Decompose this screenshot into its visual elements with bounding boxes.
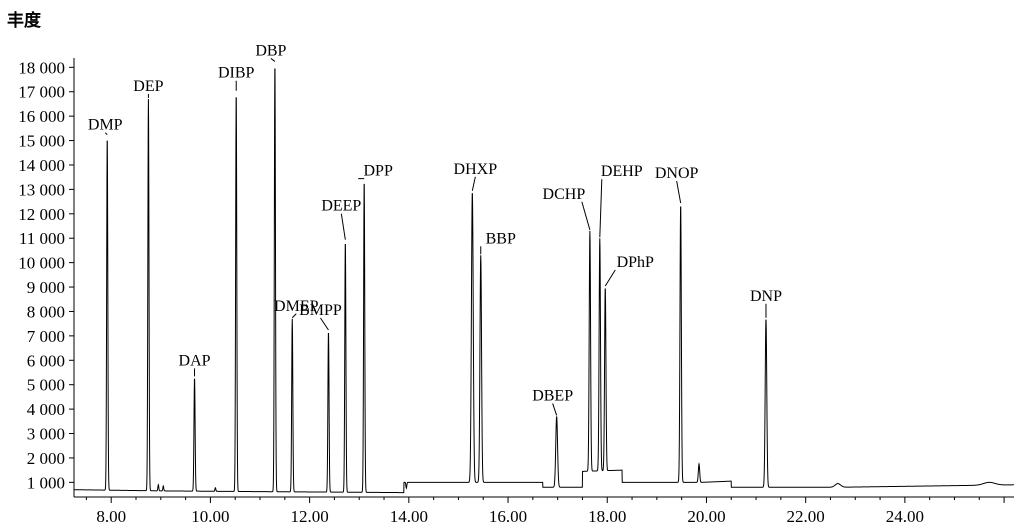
y-tick-label: 15 000: [18, 132, 65, 151]
x-tick-label: 14.00: [390, 507, 428, 526]
y-tick-label: 17 000: [18, 83, 65, 102]
x-tick-label: 20.00: [687, 507, 725, 526]
y-tick-label: 9 000: [27, 278, 65, 297]
chromatogram-trace: [74, 68, 1014, 494]
peak-leader-line: [291, 313, 297, 319]
peak-leader-line: [270, 58, 276, 62]
y-tick-label: 7 000: [27, 327, 65, 346]
peak-label-bbp: BBP: [486, 230, 516, 247]
x-tick-label: 8.00: [96, 507, 126, 526]
peak-label-dchp: DCHP: [543, 186, 586, 203]
peak-leader-line: [676, 180, 682, 204]
peak-label-dmep: DMEP: [274, 298, 319, 315]
y-tick-label: 4 000: [27, 400, 65, 419]
peak-label-dibp: DIBP: [218, 65, 255, 82]
peak-label-dphp: DPhP: [617, 254, 654, 271]
peak-label-dbep: DBEP: [532, 387, 573, 404]
y-tick-label: 12 000: [18, 205, 65, 224]
peak-label-dnop: DNOP: [655, 165, 699, 182]
x-tick-label: 18.00: [588, 507, 626, 526]
y-tick-label: 3 000: [27, 425, 65, 444]
y-tick-label: 11 000: [19, 229, 65, 248]
peak-label-dehp: DEHP: [601, 163, 643, 180]
axes: 1 000 2 000 3 000 4 000 5 000 6 000 7 000 8 000…: [18, 58, 1014, 526]
peak-label-dpp: DPP: [364, 163, 393, 180]
peak-label-dap: DAP: [179, 352, 211, 369]
y-tick-label: 14 000: [18, 156, 65, 175]
y-tick-label: 13 000: [18, 180, 65, 199]
peak-leader-line: [599, 179, 603, 238]
peak-label-dep: DEP: [133, 78, 163, 95]
x-tick-label: 22.00: [787, 507, 825, 526]
y-axis-title: 丰度: [7, 11, 41, 31]
y-tick-label: 6 000: [27, 351, 65, 370]
peak-label-dhxp: DHXP: [454, 161, 498, 178]
peak-label-dbp: DBP: [255, 42, 286, 59]
y-tick-label: 1 000: [27, 473, 65, 492]
y-tick-label: 18 000: [18, 58, 65, 77]
peak-leader-line: [471, 176, 476, 191]
peak-leader-line: [320, 317, 329, 331]
x-tick-label: 12.00: [290, 507, 328, 526]
peak-leader-line: [104, 132, 108, 136]
x-tick-label: 16.00: [489, 507, 527, 526]
peak-label-bmpp: BMPP: [299, 302, 342, 319]
x-tick-label: 10.00: [191, 507, 229, 526]
chromatogram-line: [74, 68, 1014, 494]
y-tick-label: 10 000: [18, 254, 65, 273]
peak-leader-line: [604, 269, 616, 287]
peak-leader-line: [581, 201, 591, 231]
y-tick-label: 5 000: [27, 376, 65, 395]
y-tick-label: 16 000: [18, 107, 65, 126]
peak-label-deep: DEEP: [321, 198, 361, 215]
peak-leader-line: [340, 213, 346, 240]
peak-leader-line: [552, 403, 558, 416]
peak-label-dmp: DMP: [88, 117, 123, 134]
x-tick-label: 24.00: [886, 507, 924, 526]
peak-label-dnp: DNP: [750, 288, 782, 305]
y-tick-label: 8 000: [27, 302, 65, 321]
y-tick-label: 2 000: [27, 449, 65, 468]
